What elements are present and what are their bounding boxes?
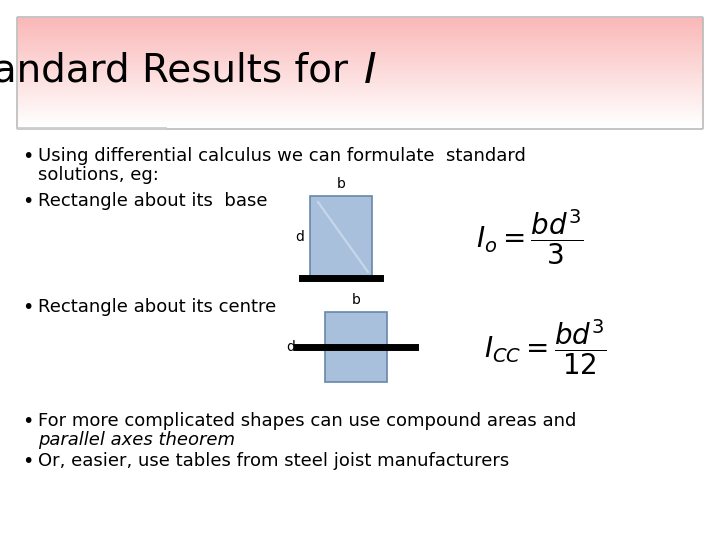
- Text: For more complicated shapes can use compound areas and: For more complicated shapes can use comp…: [38, 412, 577, 430]
- Text: •: •: [22, 412, 33, 431]
- Bar: [18, 25, 702, 27]
- Bar: [18, 120, 702, 123]
- Bar: [18, 39, 702, 42]
- Bar: [18, 17, 702, 20]
- Bar: [325, 312, 387, 382]
- Bar: [18, 65, 702, 68]
- Bar: [18, 84, 702, 86]
- Text: d: d: [286, 340, 295, 354]
- Text: •: •: [22, 298, 33, 317]
- Bar: [18, 59, 702, 62]
- Bar: [18, 82, 702, 84]
- Bar: [18, 85, 702, 87]
- Bar: [18, 117, 702, 119]
- Bar: [18, 100, 702, 103]
- Text: •: •: [22, 147, 33, 166]
- Bar: [18, 78, 702, 80]
- Bar: [18, 67, 702, 69]
- Text: parallel axes theorem: parallel axes theorem: [38, 431, 235, 449]
- Bar: [18, 56, 702, 58]
- Text: •: •: [22, 452, 33, 471]
- Bar: [18, 32, 702, 35]
- Bar: [18, 47, 702, 49]
- Text: $\mathit{I}$: $\mathit{I}$: [363, 50, 377, 92]
- Bar: [18, 23, 702, 25]
- Bar: [18, 91, 702, 93]
- Bar: [18, 114, 702, 117]
- Text: Standard Results for: Standard Results for: [0, 52, 360, 90]
- Bar: [18, 87, 702, 90]
- Bar: [18, 98, 702, 100]
- Text: Rectangle about its centre: Rectangle about its centre: [38, 298, 276, 316]
- Bar: [18, 109, 702, 111]
- Bar: [18, 124, 702, 126]
- Bar: [18, 76, 702, 78]
- Bar: [18, 36, 702, 38]
- Bar: [18, 96, 702, 99]
- Bar: [18, 122, 702, 124]
- Bar: [18, 49, 702, 51]
- Bar: [18, 69, 702, 71]
- Bar: [18, 21, 702, 24]
- Text: solutions, eg:: solutions, eg:: [38, 166, 159, 184]
- Text: $I_{CC} = \dfrac{bd^3}{12}$: $I_{CC} = \dfrac{bd^3}{12}$: [484, 317, 606, 377]
- Bar: [18, 94, 702, 97]
- Bar: [18, 89, 702, 91]
- Bar: [18, 26, 702, 29]
- Bar: [18, 80, 702, 82]
- Bar: [18, 71, 702, 73]
- Bar: [18, 52, 702, 55]
- Bar: [18, 126, 702, 128]
- Text: b: b: [336, 177, 346, 191]
- Bar: [18, 29, 702, 31]
- Bar: [18, 72, 702, 75]
- Bar: [18, 63, 702, 66]
- Text: •: •: [22, 192, 33, 211]
- Bar: [18, 105, 702, 108]
- Text: Rectangle about its  base: Rectangle about its base: [38, 192, 268, 210]
- Bar: [18, 19, 702, 22]
- Text: b: b: [351, 293, 361, 307]
- Bar: [310, 196, 372, 278]
- Bar: [18, 75, 702, 77]
- Text: d: d: [295, 230, 304, 244]
- Bar: [18, 34, 702, 36]
- Bar: [18, 38, 702, 40]
- Bar: [18, 45, 702, 48]
- Bar: [18, 43, 702, 45]
- Text: $I_o = \dfrac{bd^3}{3}$: $I_o = \dfrac{bd^3}{3}$: [476, 207, 584, 267]
- Bar: [18, 113, 702, 115]
- Bar: [18, 58, 702, 60]
- Bar: [18, 104, 702, 106]
- Bar: [18, 111, 702, 113]
- Bar: [18, 30, 702, 32]
- Bar: [18, 118, 702, 120]
- Text: Using differential calculus we can formulate  standard: Using differential calculus we can formu…: [38, 147, 526, 165]
- Bar: [18, 51, 702, 53]
- Bar: [18, 62, 702, 64]
- Text: Or, easier, use tables from steel joist manufacturers: Or, easier, use tables from steel joist …: [38, 452, 509, 470]
- Bar: [18, 54, 702, 57]
- Bar: [18, 102, 702, 104]
- Bar: [18, 93, 702, 95]
- Bar: [18, 107, 702, 110]
- Bar: [18, 42, 702, 44]
